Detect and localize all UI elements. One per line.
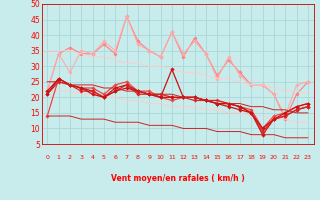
X-axis label: Vent moyen/en rafales ( km/h ): Vent moyen/en rafales ( km/h ) [111,174,244,183]
